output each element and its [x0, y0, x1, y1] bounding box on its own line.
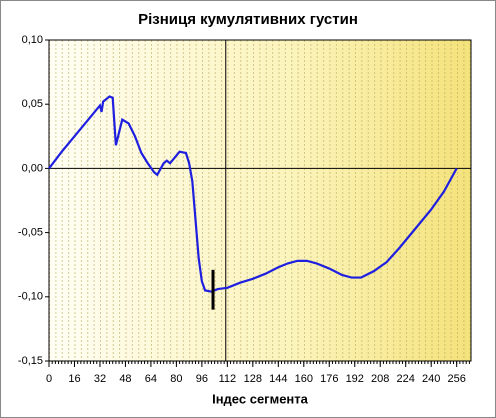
x-tick-label: 240 [422, 373, 440, 385]
chart-title: Різниця кумулятивних густин [138, 11, 358, 28]
x-tick-label: 224 [397, 373, 415, 385]
plot-border [48, 39, 472, 362]
y-tick-label: -0,05 [18, 227, 43, 239]
data-line [48, 95, 458, 293]
x-tick-label: 80 [170, 373, 182, 385]
x-tick-label: 208 [371, 373, 389, 385]
x-tick-label: 160 [295, 373, 313, 385]
plot-stripes [49, 40, 471, 361]
y-tick-label: -0,15 [18, 355, 43, 367]
y-tick-label: 0,00 [22, 162, 43, 174]
x-axis-label: Індес сегмента [212, 391, 309, 406]
x-tick-label: 192 [346, 373, 364, 385]
y-tick-label: 0,10 [22, 34, 43, 46]
x-tick-label: 176 [320, 373, 338, 385]
x-tick-label: 256 [447, 373, 465, 385]
x-tick-label: 0 [46, 373, 52, 385]
y-tick-label: -0,10 [18, 291, 43, 303]
x-tick-label: 128 [244, 373, 262, 385]
x-tick-label: 96 [196, 373, 208, 385]
x-tick-label: 144 [269, 373, 287, 385]
y-tick-label: 0,05 [22, 98, 43, 110]
x-tick-label: 32 [94, 373, 106, 385]
x-tick-label: 112 [219, 373, 237, 385]
x-tick-label: 48 [119, 373, 131, 385]
x-tick-label: 16 [68, 373, 80, 385]
x-tick-label: 64 [145, 373, 157, 385]
